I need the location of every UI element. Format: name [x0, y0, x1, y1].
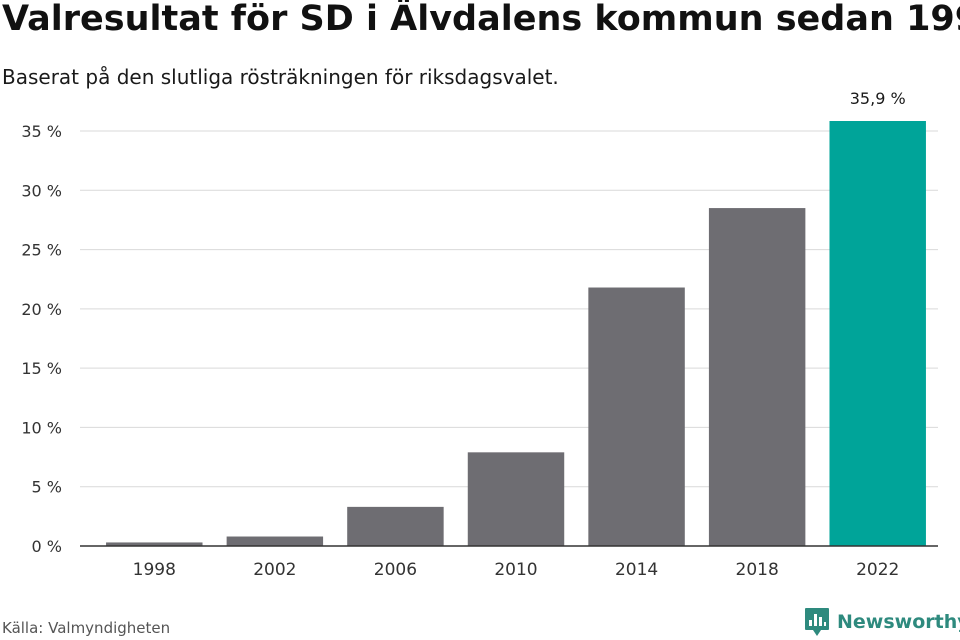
y-tick-label: 25 % [21, 241, 62, 260]
x-axis-tick-labels: 1998 2002 2006 2010 2014 2018 2022 [133, 560, 900, 580]
x-tick-label: 2018 [736, 560, 779, 580]
chart-title: Valresultat för SD i Älvdalens kommun se… [2, 0, 960, 39]
grid-lines [80, 130, 938, 488]
x-tick-label: 2010 [494, 560, 537, 580]
y-tick-label: 0 % [32, 537, 62, 556]
y-tick-label: 10 % [21, 418, 62, 437]
bar-2022 [829, 121, 926, 546]
x-tick-label: 2014 [615, 560, 658, 580]
bar-2006 [347, 506, 444, 546]
chart-subtitle: Baserat på den slutliga rösträkningen fö… [2, 65, 559, 89]
x-tick-label: 2006 [374, 560, 417, 580]
bars [106, 121, 926, 547]
y-axis-tick-labels: 0 % 5 % 10 % 15 % 20 % 25 % 30 % 35 % [21, 122, 62, 556]
x-tick-label: 1998 [133, 560, 176, 580]
y-tick-label: 35 % [21, 122, 62, 141]
x-tick-label: 2022 [856, 560, 899, 580]
y-tick-label: 20 % [21, 300, 62, 319]
bar-2002 [226, 536, 324, 546]
brand-name: Newsworthy [837, 611, 960, 633]
y-tick-label: 15 % [21, 359, 62, 378]
bar-2018 [708, 208, 806, 547]
bar-2014 [588, 287, 685, 546]
x-tick-label: 2002 [253, 560, 296, 580]
y-tick-label: 30 % [21, 181, 62, 200]
y-tick-label: 5 % [32, 478, 62, 497]
brand[interactable]: Newsworthy [804, 606, 960, 638]
source-note: Källa: Valmyndigheten [2, 619, 171, 637]
bar-1998 [106, 542, 203, 546]
data-labels: 35,9 % [850, 89, 906, 108]
data-label-2022: 35,9 % [850, 89, 906, 108]
newsworthy-logo-icon [805, 608, 829, 636]
bar-2010 [467, 452, 565, 546]
